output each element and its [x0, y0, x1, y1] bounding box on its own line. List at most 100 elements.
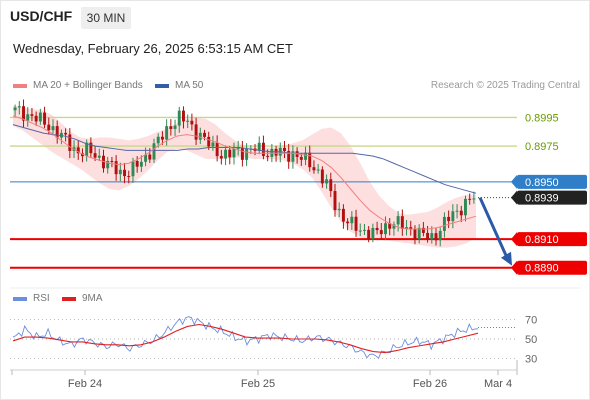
candle-body	[245, 148, 249, 160]
rsi-swatch	[13, 296, 27, 301]
candle-body	[148, 154, 152, 160]
candle-body	[257, 142, 261, 151]
candle-body	[367, 229, 371, 239]
candle-body	[375, 227, 379, 231]
candle-body	[299, 156, 303, 160]
candle-body	[304, 152, 308, 160]
candle-body	[26, 114, 30, 121]
candle-body	[110, 160, 114, 162]
candle-body	[417, 227, 421, 239]
candle-body	[388, 223, 392, 229]
candle-body	[64, 132, 68, 135]
candle-body	[131, 161, 135, 177]
current-price-pointer	[511, 190, 517, 205]
candle-body	[396, 216, 400, 225]
candle-body	[127, 176, 131, 178]
candle-body	[85, 142, 89, 157]
candle-body	[139, 161, 143, 167]
projection-arrow-shaft	[478, 196, 509, 259]
legend-9ma-label: 9MA	[82, 293, 103, 304]
ma50-swatch	[155, 83, 169, 88]
support-label-pointer	[511, 260, 517, 275]
candle-body	[274, 148, 278, 156]
candle-body	[341, 208, 345, 222]
candle-body	[472, 198, 476, 200]
candle-body	[333, 191, 337, 211]
current-price-box	[517, 190, 587, 205]
candle-body	[430, 233, 434, 240]
candle-body	[308, 152, 312, 168]
candle-body	[442, 216, 446, 231]
candle-body	[228, 149, 232, 158]
bollinger-band	[13, 106, 476, 248]
x-tick-label: Feb 24	[68, 378, 102, 390]
candle-body	[80, 153, 84, 157]
timeframe-button[interactable]: 30 MIN	[81, 7, 131, 29]
candle-body	[43, 112, 47, 125]
candle-body	[464, 198, 467, 216]
candle-body	[312, 167, 316, 171]
ma20-swatch	[13, 83, 27, 88]
candle-body	[379, 230, 383, 235]
symbol-title: USD/CHF	[10, 8, 73, 24]
candle-body	[346, 221, 350, 224]
candle-body	[203, 132, 206, 137]
rsi-tick-label: 50	[525, 334, 537, 346]
candle-body	[97, 155, 101, 158]
ma20-line	[12, 115, 477, 230]
credit-text: Research © 2025 Trading Central	[430, 80, 580, 91]
candle-body	[455, 210, 459, 212]
candle-body	[17, 106, 21, 108]
candle-body	[211, 142, 215, 147]
candle-body	[283, 147, 286, 151]
support-label-box	[517, 232, 587, 247]
pivot-label-pointer	[511, 174, 517, 189]
candle-body	[400, 216, 404, 229]
pivot-label-box	[517, 174, 587, 189]
candle-body	[447, 216, 451, 222]
candle-body	[240, 147, 244, 160]
candle-body	[198, 132, 202, 140]
candle-body	[68, 134, 72, 151]
rsi-line	[12, 316, 479, 359]
candle-body	[421, 227, 425, 233]
candle-body	[102, 155, 105, 169]
candle-body	[181, 110, 185, 122]
candle-body	[232, 148, 236, 158]
candle-body	[118, 169, 122, 175]
support-label: 0.8910	[525, 234, 559, 246]
candle-body	[207, 136, 211, 147]
rsi-tick-label: 70	[525, 315, 537, 327]
candle-body	[51, 126, 55, 131]
x-tick-label: Feb 26	[413, 378, 447, 390]
candle-body	[165, 126, 169, 140]
candle-body	[266, 155, 270, 157]
candle-body	[236, 147, 240, 149]
x-tick-label: Mar 4	[484, 378, 512, 390]
candle-body	[371, 227, 375, 239]
candle-body	[459, 210, 463, 216]
candle-body	[106, 160, 110, 169]
candle-body	[190, 120, 194, 125]
candle-body	[291, 151, 295, 162]
ma50-line	[12, 124, 477, 194]
9ma-swatch	[62, 296, 76, 301]
candle-body	[261, 142, 265, 156]
candle-body	[434, 233, 438, 241]
candle-body	[76, 147, 80, 154]
candle-body	[409, 227, 413, 230]
x-tick-label: Feb 25	[241, 378, 275, 390]
legend-rsi-label: RSI	[33, 293, 50, 304]
current-price-label: 0.8939	[525, 193, 559, 205]
timestamp: Wednesday, February 26, 2025 6:53:15 AM …	[13, 41, 293, 56]
projection-arrow-head	[501, 251, 512, 266]
support-label: 0.8890	[525, 263, 559, 275]
candle-body	[13, 107, 17, 111]
candle-body	[392, 224, 396, 229]
candle-body	[337, 208, 341, 211]
candle-body	[186, 120, 190, 122]
candle-body	[426, 232, 430, 240]
pivot-label: 0.8950	[525, 177, 559, 189]
candle-body	[354, 216, 358, 231]
